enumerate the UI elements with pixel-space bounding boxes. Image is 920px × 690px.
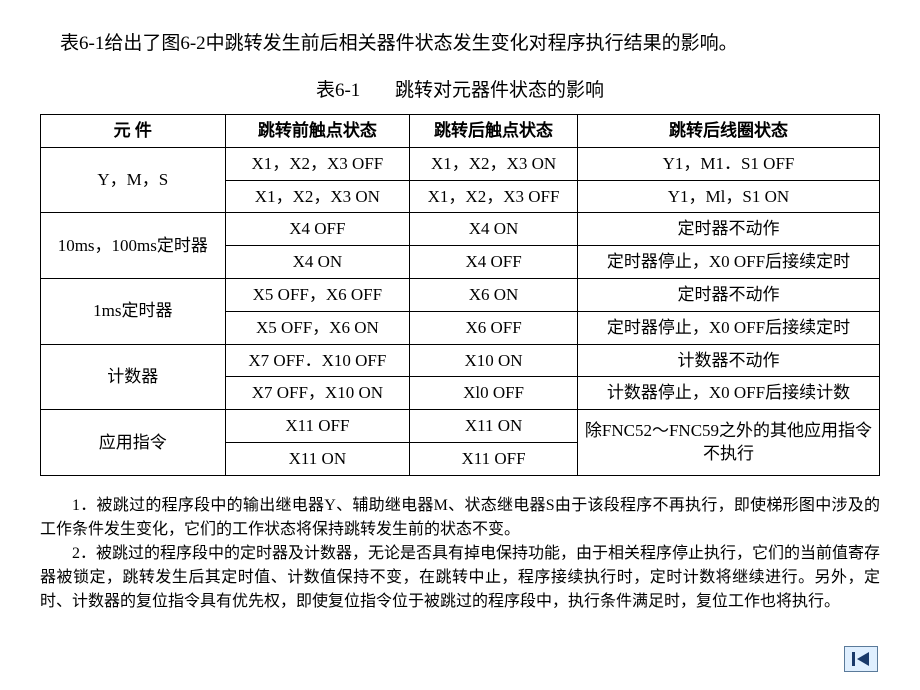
table-row: 1ms定时器 X5 OFF，X6 OFF X6 ON 定时器不动作 [41, 278, 880, 311]
effects-table: 元 件 跳转前触点状态 跳转后触点状态 跳转后线圈状态 Y，M，S X1，X2，… [40, 114, 880, 476]
header-after-coil: 跳转后线圈状态 [577, 115, 879, 148]
cell: X1，X2，X3 OFF [225, 147, 410, 180]
header-after-contact: 跳转后触点状态 [410, 115, 578, 148]
cell: X11 OFF [225, 410, 410, 443]
prev-page-button[interactable] [844, 646, 878, 672]
cell: X11 ON [410, 410, 578, 443]
cell: Xl0 OFF [410, 377, 578, 410]
cell: 除FNC52～FNC59之外的其他应用指令不执行 [577, 410, 879, 476]
header-before: 跳转前触点状态 [225, 115, 410, 148]
notes-section: 1．被跳过的程序段中的输出继电器Y、辅助继电器M、状态继电器S由于该段程序不再执… [40, 494, 880, 614]
skip-previous-icon [850, 651, 872, 667]
cell: X6 ON [410, 278, 578, 311]
cell: X11 ON [225, 442, 410, 475]
table-caption: 表6-1 跳转对元器件状态的影响 [40, 75, 880, 102]
cell: 计数器停止，X0 OFF后接续计数 [577, 377, 879, 410]
cell: X4 ON [225, 246, 410, 279]
cell: X1，X2，X3 ON [410, 147, 578, 180]
cell-element-1ms: 1ms定时器 [41, 278, 226, 344]
note-2: 2．被跳过的程序段中的定时器及计数器，无论是否具有掉电保持功能，由于相关程序停止… [40, 542, 880, 614]
cell: 定时器停止，X0 OFF后接续定时 [577, 311, 879, 344]
cell: Y1，Ml，S1 ON [577, 180, 879, 213]
cell: X1，X2，X3 ON [225, 180, 410, 213]
cell: X4 ON [410, 213, 578, 246]
cell: 计数器不动作 [577, 344, 879, 377]
cell: 定时器不动作 [577, 278, 879, 311]
note-1: 1．被跳过的程序段中的输出继电器Y、辅助继电器M、状态继电器S由于该段程序不再执… [40, 494, 880, 542]
intro-text: 表6-1给出了图6-2中跳转发生前后相关器件状态发生变化对程序执行结果的影响。 [40, 28, 880, 55]
cell: X4 OFF [410, 246, 578, 279]
cell: X10 ON [410, 344, 578, 377]
table-row: 应用指令 X11 OFF X11 ON 除FNC52～FNC59之外的其他应用指… [41, 410, 880, 443]
cell: 定时器停止，X0 OFF后接续定时 [577, 246, 879, 279]
caption-label: 表6-1 [316, 80, 360, 101]
header-element: 元 件 [41, 115, 226, 148]
cell: X5 OFF，X6 OFF [225, 278, 410, 311]
cell-element-instruction: 应用指令 [41, 410, 226, 476]
cell: X4 OFF [225, 213, 410, 246]
cell: X5 OFF，X6 ON [225, 311, 410, 344]
table-header-row: 元 件 跳转前触点状态 跳转后触点状态 跳转后线圈状态 [41, 115, 880, 148]
cell: Y1，M1．S1 OFF [577, 147, 879, 180]
cell-element-10ms: 10ms，100ms定时器 [41, 213, 226, 279]
table-row: 10ms，100ms定时器 X4 OFF X4 ON 定时器不动作 [41, 213, 880, 246]
cell: X7 OFF，X10 ON [225, 377, 410, 410]
cell-element-counter: 计数器 [41, 344, 226, 410]
cell: X11 OFF [410, 442, 578, 475]
table-row: 计数器 X7 OFF．X10 OFF X10 ON 计数器不动作 [41, 344, 880, 377]
cell: X7 OFF．X10 OFF [225, 344, 410, 377]
table-row: Y，M，S X1，X2，X3 OFF X1，X2，X3 ON Y1，M1．S1 … [41, 147, 880, 180]
cell: X1，X2，X3 OFF [410, 180, 578, 213]
cell-element-yms: Y，M，S [41, 147, 226, 213]
cell: 定时器不动作 [577, 213, 879, 246]
cell: X6 OFF [410, 311, 578, 344]
caption-title: 跳转对元器件状态的影响 [395, 80, 604, 101]
